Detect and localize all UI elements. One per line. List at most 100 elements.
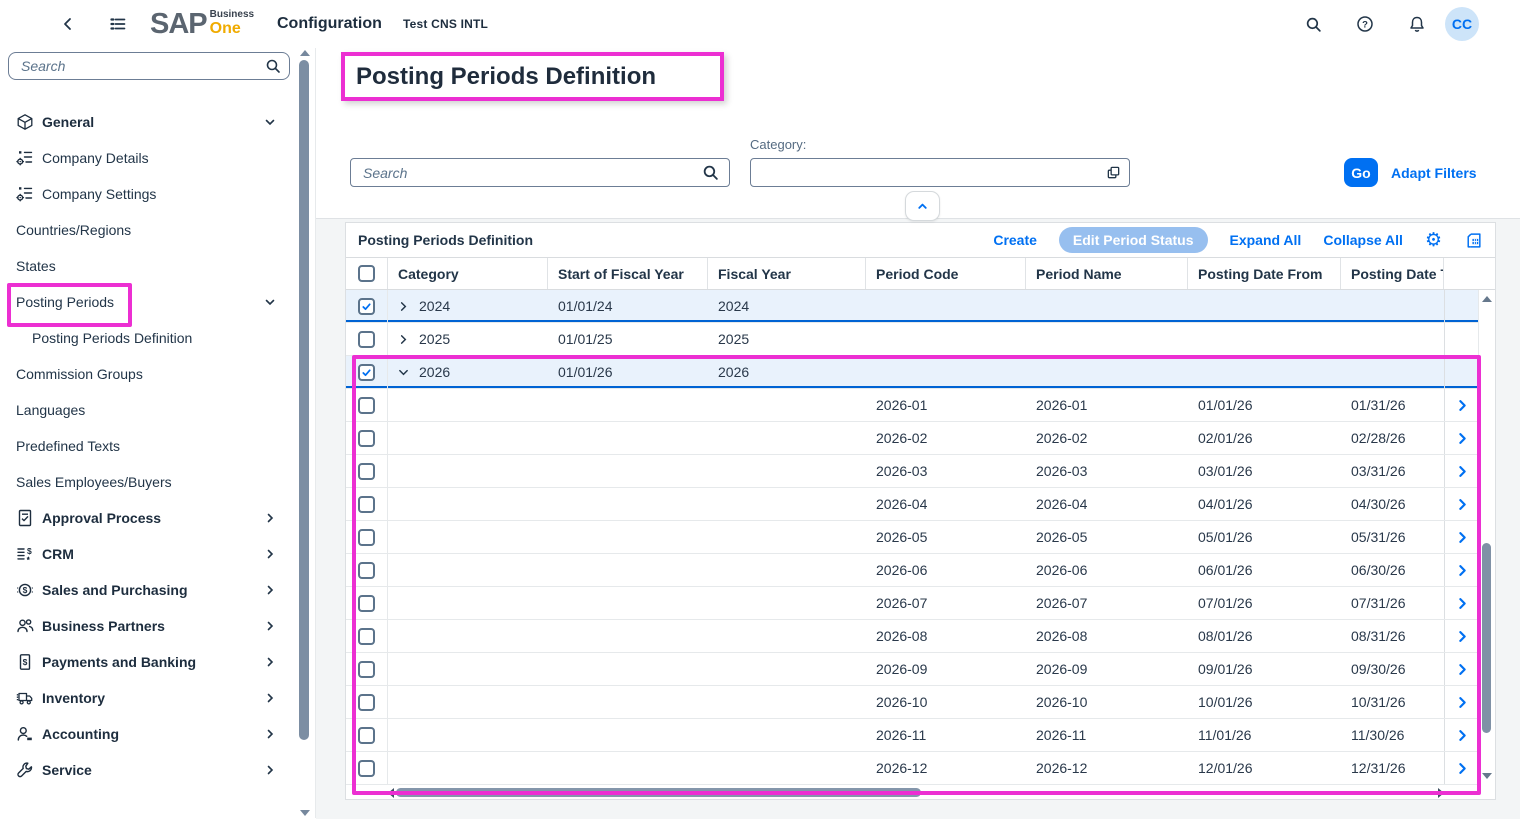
row-checkbox[interactable] (358, 726, 375, 744)
table-row-period[interactable]: 2026-03 2026-03 03/01/26 03/31/26 (346, 455, 1479, 488)
back-icon[interactable] (58, 14, 78, 34)
table-row-year-2025[interactable]: 2025 01/01/25 2025 (346, 323, 1479, 356)
list-icon[interactable] (108, 14, 128, 34)
settings-gear-icon[interactable]: ⚙ (1424, 229, 1442, 251)
sidebar-item-predefined-texts[interactable]: Predefined Texts (0, 428, 292, 464)
sidebar-item-posting-periods[interactable]: Posting Periods (0, 284, 292, 320)
search-icon[interactable] (1303, 14, 1323, 34)
row-navigate-icon[interactable] (1456, 564, 1469, 577)
row-checkbox-checked[interactable] (358, 297, 375, 315)
chevron-down-icon[interactable] (264, 296, 276, 308)
table-row-year-2024[interactable]: 2024 01/01/24 2024 (346, 290, 1479, 323)
sidebar-item-company-settings[interactable]: Company Settings (0, 176, 292, 212)
collapse-chevron-icon[interactable] (398, 366, 410, 378)
chevron-right-icon[interactable] (264, 620, 276, 632)
column-header-start-of-fiscal-year[interactable]: Start of Fiscal Year (548, 258, 708, 289)
row-checkbox[interactable] (358, 627, 375, 645)
table-row-period[interactable]: 2026-04 2026-04 04/01/26 04/30/26 (346, 488, 1479, 521)
row-navigate-icon[interactable] (1456, 399, 1469, 412)
row-checkbox-checked[interactable] (358, 363, 375, 381)
row-navigate-icon[interactable] (1456, 465, 1469, 478)
chevron-right-icon[interactable] (264, 692, 276, 704)
sidebar-item-company-details[interactable]: Company Details (0, 140, 292, 176)
sidebar-item-commission-groups[interactable]: Commission Groups (0, 356, 292, 392)
search-icon[interactable] (702, 164, 719, 181)
row-checkbox[interactable] (358, 429, 375, 447)
sidebar-item-accounting[interactable]: Accounting (0, 716, 292, 752)
row-navigate-icon[interactable] (1456, 630, 1469, 643)
table-horizontal-scrollbar[interactable] (388, 787, 1444, 799)
chevron-right-icon[interactable] (264, 728, 276, 740)
table-row-period[interactable]: 2026-09 2026-09 09/01/26 09/30/26 (346, 653, 1479, 686)
row-checkbox[interactable] (358, 660, 375, 678)
table-row-period[interactable]: 2026-06 2026-06 06/01/26 06/30/26 (346, 554, 1479, 587)
chevron-right-icon[interactable] (264, 584, 276, 596)
sidebar-item-inventory[interactable]: Inventory (0, 680, 292, 716)
select-all-checkbox[interactable] (358, 265, 375, 282)
table-row-year-2026[interactable]: 2026 01/01/26 2026 (346, 356, 1479, 389)
expand-all-button[interactable]: Expand All (1229, 232, 1302, 248)
adapt-filters-link[interactable]: Adapt Filters (1391, 165, 1477, 181)
sidebar-scrollbar[interactable] (298, 50, 312, 816)
expand-chevron-icon[interactable] (398, 333, 410, 345)
category-filter-input[interactable] (750, 158, 1130, 187)
table-row-period[interactable]: 2026-08 2026-08 08/01/26 08/31/26 (346, 620, 1479, 653)
row-navigate-icon[interactable] (1456, 498, 1469, 511)
scrollbar-thumb[interactable] (299, 60, 309, 740)
table-row-period[interactable]: 2026-10 2026-10 10/01/26 10/31/26 (346, 686, 1479, 719)
create-button[interactable]: Create (993, 232, 1037, 248)
scroll-down-arrow-icon[interactable] (1482, 773, 1492, 779)
sidebar-search-input[interactable] (19, 57, 265, 75)
row-checkbox[interactable] (358, 396, 375, 414)
avatar[interactable]: CC (1445, 7, 1479, 41)
table-row-period[interactable]: 2026-01 2026-01 01/01/26 01/31/26 (346, 389, 1479, 422)
row-checkbox[interactable] (358, 330, 375, 348)
table-row-period[interactable]: 2026-11 2026-11 11/01/26 11/30/26 (346, 719, 1479, 752)
scroll-down-arrow-icon[interactable] (300, 810, 310, 816)
value-help-icon[interactable] (1106, 165, 1121, 180)
column-header-posting-date-to[interactable]: Posting Date To (1341, 258, 1444, 289)
edit-period-status-button[interactable]: Edit Period Status (1058, 227, 1208, 253)
table-row-period[interactable]: 2026-07 2026-07 07/01/26 07/31/26 (346, 587, 1479, 620)
scrollbar-thumb[interactable] (1482, 543, 1491, 733)
row-checkbox[interactable] (358, 561, 375, 579)
chevron-down-icon[interactable] (264, 116, 276, 128)
table-vertical-scrollbar[interactable] (1478, 290, 1495, 785)
collapse-all-button[interactable]: Collapse All (1323, 232, 1403, 248)
sidebar-item-crm[interactable]: $ CRM (0, 536, 292, 572)
column-header-category[interactable]: Category (388, 258, 548, 289)
sidebar-item-service[interactable]: Service (0, 752, 292, 788)
scroll-up-arrow-icon[interactable] (1482, 296, 1492, 302)
row-checkbox[interactable] (358, 495, 375, 513)
column-header-period-name[interactable]: Period Name (1026, 258, 1188, 289)
row-navigate-icon[interactable] (1456, 432, 1469, 445)
scroll-right-arrow-icon[interactable] (1438, 788, 1444, 798)
sidebar-item-states[interactable]: States (0, 248, 292, 284)
sidebar-item-approval-process[interactable]: Approval Process (0, 500, 292, 536)
search-icon[interactable] (265, 58, 281, 74)
expand-chevron-icon[interactable] (398, 300, 410, 312)
scrollbar-thumb[interactable] (396, 788, 921, 797)
column-header-fiscal-year[interactable]: Fiscal Year (708, 258, 866, 289)
sidebar-item-business-partners[interactable]: Business Partners (0, 608, 292, 644)
collapse-filter-bar-button[interactable] (905, 191, 940, 221)
table-row-period[interactable]: 2026-05 2026-05 05/01/26 05/31/26 (346, 521, 1479, 554)
row-navigate-icon[interactable] (1456, 663, 1469, 676)
bell-icon[interactable] (1407, 14, 1427, 34)
chevron-right-icon[interactable] (264, 764, 276, 776)
row-checkbox[interactable] (358, 594, 375, 612)
table-row-period[interactable]: 2026-12 2026-12 12/01/26 12/31/26 (346, 752, 1479, 785)
sidebar-item-languages[interactable]: Languages (0, 392, 292, 428)
table-search-input[interactable] (361, 163, 702, 182)
row-navigate-icon[interactable] (1456, 531, 1469, 544)
row-navigate-icon[interactable] (1456, 762, 1469, 775)
row-checkbox[interactable] (358, 693, 375, 711)
table-row-period[interactable]: 2026-02 2026-02 02/01/26 02/28/26 (346, 422, 1479, 455)
column-header-posting-date-from[interactable]: Posting Date From (1188, 258, 1341, 289)
column-header-period-code[interactable]: Period Code (866, 258, 1026, 289)
sidebar-item-payments-and-banking[interactable]: $ Payments and Banking (0, 644, 292, 680)
chevron-right-icon[interactable] (264, 548, 276, 560)
sidebar-item-countries-regions[interactable]: Countries/Regions (0, 212, 292, 248)
row-checkbox[interactable] (358, 462, 375, 480)
sidebar-item-sales-and-purchasing[interactable]: $ Sales and Purchasing (0, 572, 292, 608)
